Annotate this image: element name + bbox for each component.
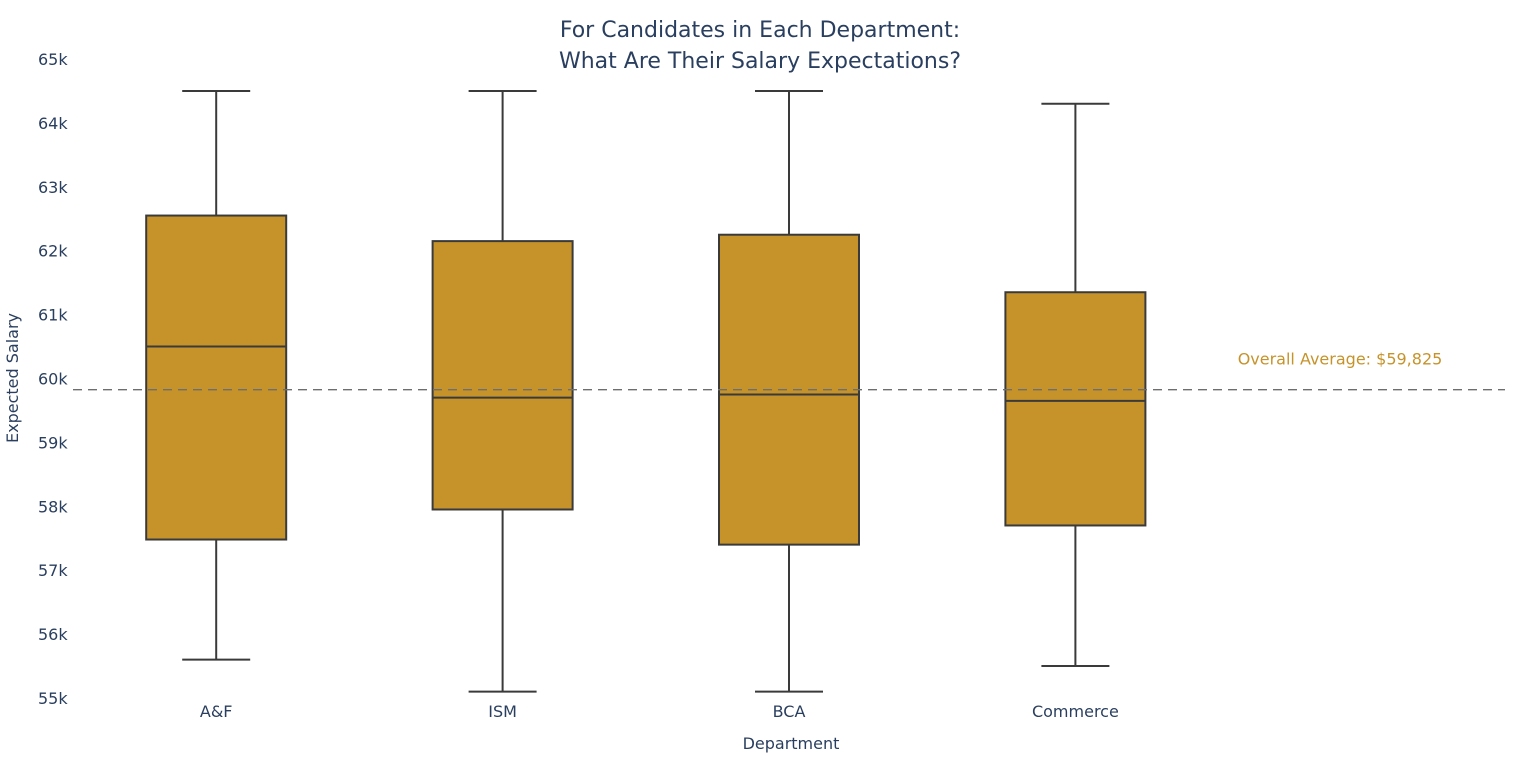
y-tick-label: 62k — [38, 242, 68, 261]
x-axis-title: Department — [743, 734, 840, 753]
box-commerce — [1004, 102, 1147, 668]
y-tick-label: 58k — [38, 497, 68, 516]
chart-title-line-2: What Are Their Salary Expectations? — [559, 49, 961, 74]
x-tick-label: Commerce — [1032, 702, 1119, 721]
y-tick-label: 61k — [38, 306, 68, 325]
y-tick-label: 63k — [38, 178, 68, 197]
y-tick-label: 55k — [38, 689, 68, 708]
iqr-box — [1004, 291, 1147, 527]
y-tick-label: 60k — [38, 370, 68, 389]
overall-average-label: Overall Average: $59,825 — [1238, 350, 1443, 369]
x-tick-label: A&F — [200, 702, 233, 721]
y-tick-label: 59k — [38, 433, 68, 452]
y-axis-ticks: 55k 56k 57k 58k 59k 60k 61k 62k 63k 64k 65k — [38, 50, 68, 708]
box-bca — [718, 89, 860, 693]
y-tick-label: 64k — [38, 114, 68, 133]
chart-title-line-1: For Candidates in Each Department: — [560, 18, 960, 43]
y-tick-label: 57k — [38, 561, 68, 580]
y-tick-label: 56k — [38, 625, 68, 644]
x-tick-label: ISM — [488, 702, 517, 721]
iqr-box — [431, 240, 574, 511]
plot-area: Overall Average: $59,825 — [73, 89, 1505, 693]
y-tick-label: 65k — [38, 50, 68, 69]
x-axis-ticks: A&F ISM BCA Commerce — [200, 702, 1119, 721]
iqr-box — [145, 214, 288, 541]
box-ism — [431, 89, 574, 693]
box-a-f — [145, 89, 288, 661]
x-tick-label: BCA — [773, 702, 806, 721]
y-axis-title: Expected Salary — [3, 313, 22, 443]
